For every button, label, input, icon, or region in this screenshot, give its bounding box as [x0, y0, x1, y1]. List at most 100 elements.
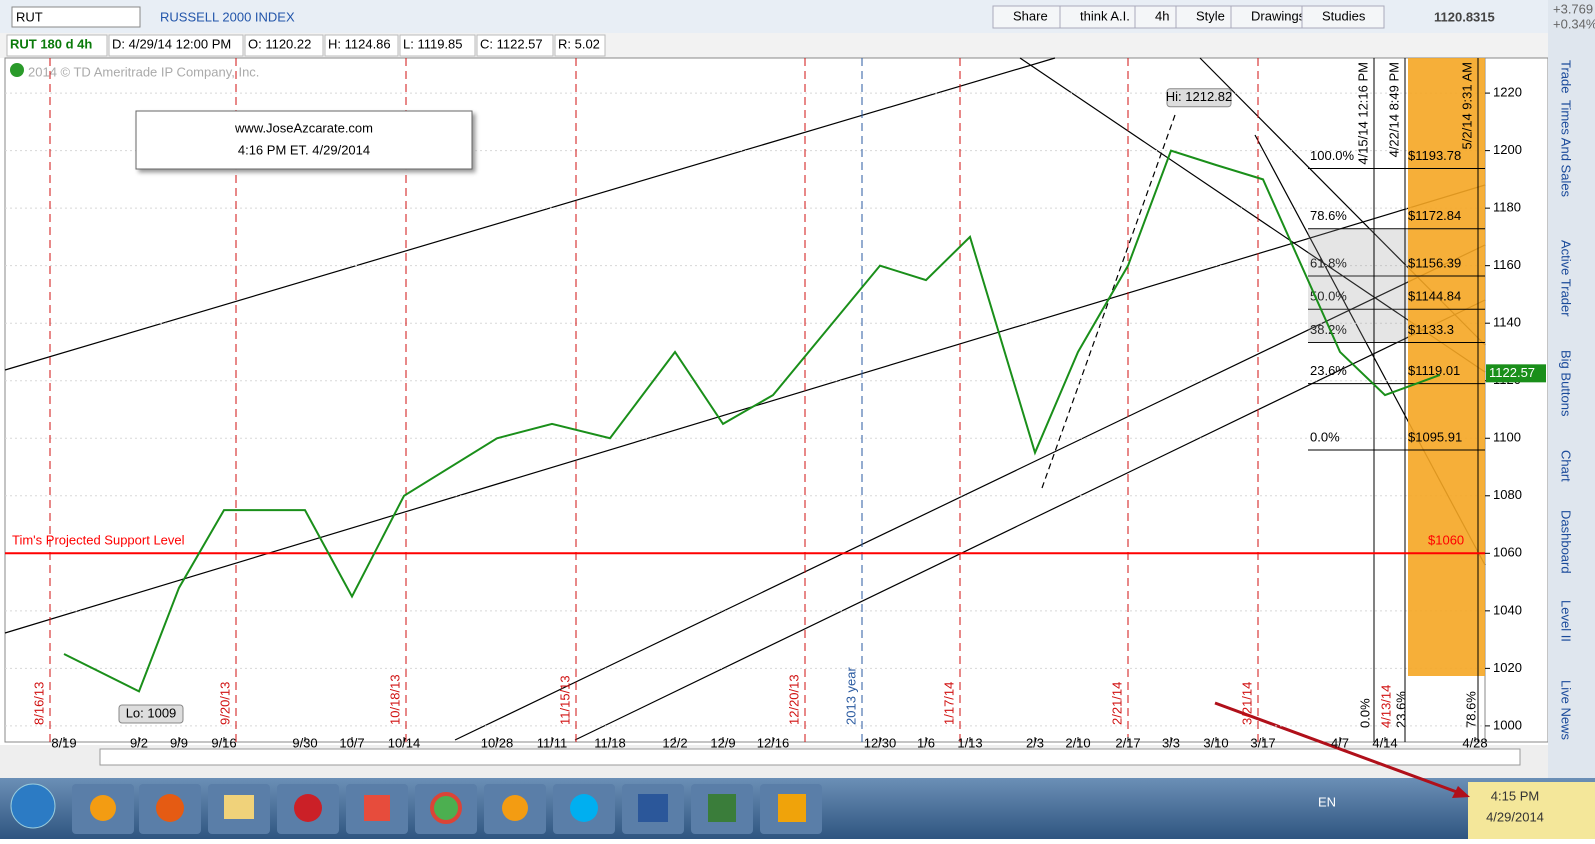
fib-pct: 38.2%	[1310, 322, 1347, 337]
fib-pct: 78.6%	[1310, 208, 1347, 223]
x-tick-label: 9/30	[292, 735, 317, 750]
icon	[502, 795, 528, 821]
y-tick-label: 1020	[1493, 660, 1522, 675]
marker-label: 10/18/13	[387, 674, 402, 725]
marker-label: 12/20/13	[786, 674, 801, 725]
bottom-marker-label: 78.6%	[1463, 691, 1478, 728]
icon	[570, 794, 598, 822]
y-tick-label: 1180	[1493, 200, 1521, 215]
button-label: Share	[1013, 8, 1048, 23]
time-zone	[1408, 58, 1485, 676]
arrow-head	[1452, 786, 1470, 798]
trend-line	[4, 184, 1486, 634]
side-tab[interactable]: Times And Sales	[1559, 100, 1574, 198]
side-tab[interactable]: Active Trader	[1559, 240, 1574, 317]
y-tick-label: 1060	[1493, 545, 1522, 560]
trend-line	[1019, 57, 1486, 373]
symbol: RUT	[16, 9, 43, 24]
info-cell	[324, 34, 399, 57]
fib-pct: 23.6%	[1310, 363, 1347, 378]
taskbar-icons	[72, 784, 822, 834]
info-field: D: 4/29/14 12:00 PM	[112, 36, 231, 51]
symbol-input[interactable]	[11, 6, 141, 28]
note-box	[135, 110, 473, 170]
icon	[224, 795, 254, 819]
clock-highlight	[1468, 782, 1595, 839]
marker-label: 2/21/14	[1109, 682, 1124, 725]
y-tick-label: 1140	[1493, 315, 1521, 330]
fib-label: $1193.78	[1408, 148, 1461, 163]
info-icon	[10, 63, 24, 77]
x-tick-label: 12/9	[710, 735, 735, 750]
side-tab[interactable]: Chart	[1559, 450, 1574, 482]
high-box	[1166, 88, 1232, 108]
side-tab[interactable]: Dashboard	[1559, 510, 1574, 574]
info-cell	[476, 34, 554, 57]
x-tick-label: 3/10	[1203, 735, 1228, 750]
x-tick-label: 3/17	[1250, 735, 1275, 750]
time-label: 4/15/14 12:16 PM	[1355, 62, 1370, 165]
x-tick-label: 11/11	[537, 735, 568, 750]
toolbar-button[interactable]	[1301, 5, 1385, 29]
trend-line	[454, 244, 1486, 741]
side-tab[interactable]: Level II	[1559, 600, 1574, 642]
low-label: Lo: 1009	[126, 705, 177, 720]
side-tab[interactable]: Trade	[1559, 60, 1574, 93]
side-tab[interactable]: Big Buttons	[1559, 350, 1574, 417]
bottom-marker-label: 23.6%	[1393, 691, 1408, 728]
bottom-marker-label: 0.0%	[1357, 698, 1372, 728]
x-tick-label: 9/2	[130, 735, 148, 750]
icon	[90, 795, 116, 821]
x-tick-label: 4/14	[1372, 735, 1397, 750]
side-tab[interactable]: Live News	[1559, 680, 1574, 740]
info-field: C: 1122.57	[480, 36, 543, 51]
start-button[interactable]	[10, 783, 56, 829]
fib-pct: 100.0%	[1310, 148, 1355, 163]
x-tick-label: 12/30	[864, 735, 897, 750]
fib-label: $1172.84	[1408, 208, 1461, 223]
info-cell	[244, 34, 324, 57]
icon	[430, 792, 462, 824]
trend-line	[4, 57, 1056, 371]
fib-pct: 0.0%	[1310, 429, 1340, 444]
x-tick-label: 9/16	[211, 735, 236, 750]
icon	[294, 794, 322, 822]
support-label: Tim's Projected Support Level	[12, 533, 185, 548]
fib-label: $1133.3	[1408, 322, 1454, 337]
note-text: www.JoseAzcarate.com	[234, 120, 373, 135]
low-box	[118, 704, 184, 724]
scrollbar[interactable]	[99, 748, 1521, 766]
button-label: Drawings	[1251, 8, 1306, 23]
info-field: L: 1119.85	[403, 36, 463, 51]
info-cell	[399, 34, 476, 57]
last-price: 1120.8315	[1434, 9, 1495, 24]
info-field: R: 5.02	[558, 36, 600, 51]
time-label: 5/2/14 9:31 AM	[1459, 62, 1474, 149]
x-tick-label: 2/10	[1065, 735, 1090, 750]
trend-line	[574, 299, 1486, 741]
price-axis	[1484, 57, 1549, 743]
icon	[156, 794, 184, 822]
price-line	[63, 149, 1441, 693]
button-label: think A.I.	[1080, 8, 1130, 23]
index-name: RUSSELL 2000 INDEX	[160, 9, 295, 24]
note-text: 4:16 PM ET. 4/29/2014	[238, 142, 370, 157]
fib-label: $1119.01	[1408, 363, 1460, 378]
x-tick-label: 4/7	[1331, 735, 1349, 750]
language: EN	[1318, 794, 1336, 809]
y-tick-label: 1220	[1493, 85, 1522, 100]
x-tick-label: 4/28	[1462, 735, 1487, 750]
x-tick-label: 10/14	[388, 735, 421, 750]
marker-label: 11/15/13	[557, 675, 572, 725]
button-label: Studies	[1322, 8, 1366, 23]
trend-line	[1041, 114, 1176, 489]
support-price: $1060	[1428, 533, 1464, 548]
marker-label: 1/17/14	[941, 682, 956, 725]
x-tick-label: 11/18	[594, 735, 626, 750]
x-tick-label: 2/3	[1026, 735, 1044, 750]
x-tick-label: 10/28	[481, 735, 514, 750]
info-cell	[554, 34, 606, 57]
marker-label: 8/16/13	[31, 682, 46, 725]
y-tick-label: 1200	[1493, 142, 1522, 157]
